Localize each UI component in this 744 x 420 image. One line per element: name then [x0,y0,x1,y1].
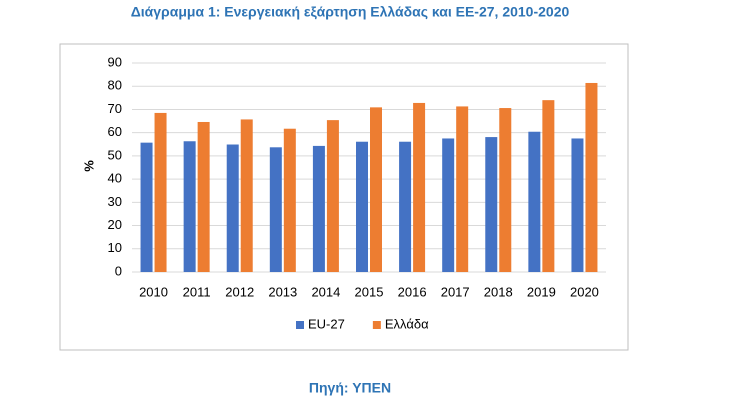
x-tick-label: 2015 [355,284,384,299]
bar [442,138,455,272]
bar [226,144,239,272]
x-tick-label: 2019 [527,284,556,299]
bar [197,121,210,273]
legend-swatch [296,321,304,329]
source: Πηγή: ΥΠΕΝ [309,380,391,396]
bar [269,147,282,272]
y-axis-label: % [81,160,96,172]
bar [585,82,598,273]
bar [399,141,412,272]
bar [283,128,296,272]
bar [183,141,196,272]
bar [154,112,167,272]
legend-label: Ελλάδα [385,316,429,331]
bar [571,138,584,272]
y-tick-label: 30 [108,194,122,209]
y-tick-label: 50 [108,147,122,162]
bar [312,145,325,272]
bar [140,142,153,272]
x-tick-label: 2010 [139,284,168,299]
x-tick-label: 2013 [268,284,297,299]
y-tick-label: 0 [115,263,122,278]
x-tick-label: 2014 [311,284,340,299]
x-tick-label: 2016 [398,284,427,299]
legend-swatch [372,321,381,329]
x-tick-label: 2020 [570,284,599,299]
x-tick-label: 2011 [183,284,211,299]
y-tick-label: 10 [108,240,122,255]
legend-label: EU-27 [308,316,345,331]
x-tick-label: 2017 [441,284,470,299]
bar [528,131,541,272]
bar [370,107,382,272]
bar [542,100,555,273]
bar [413,102,426,272]
y-tick-label: 40 [108,171,122,186]
bar [326,120,339,272]
y-tick-label: 80 [108,78,122,93]
y-tick-label: 70 [108,101,122,116]
bar [499,108,512,272]
chart-frame [59,43,629,351]
x-tick-label: 2018 [484,284,513,299]
bar [485,137,498,272]
y-tick-label: 20 [108,217,122,232]
y-tick-label: 90 [108,54,122,69]
bar [240,119,253,273]
chart-title: Διάγραμμα 1: Ενεργειακή εξάρτηση Ελλάδας… [131,4,570,20]
bar [456,106,469,272]
bar [356,141,368,272]
y-tick-label: 60 [108,124,122,139]
x-tick-label: 2012 [225,284,254,299]
